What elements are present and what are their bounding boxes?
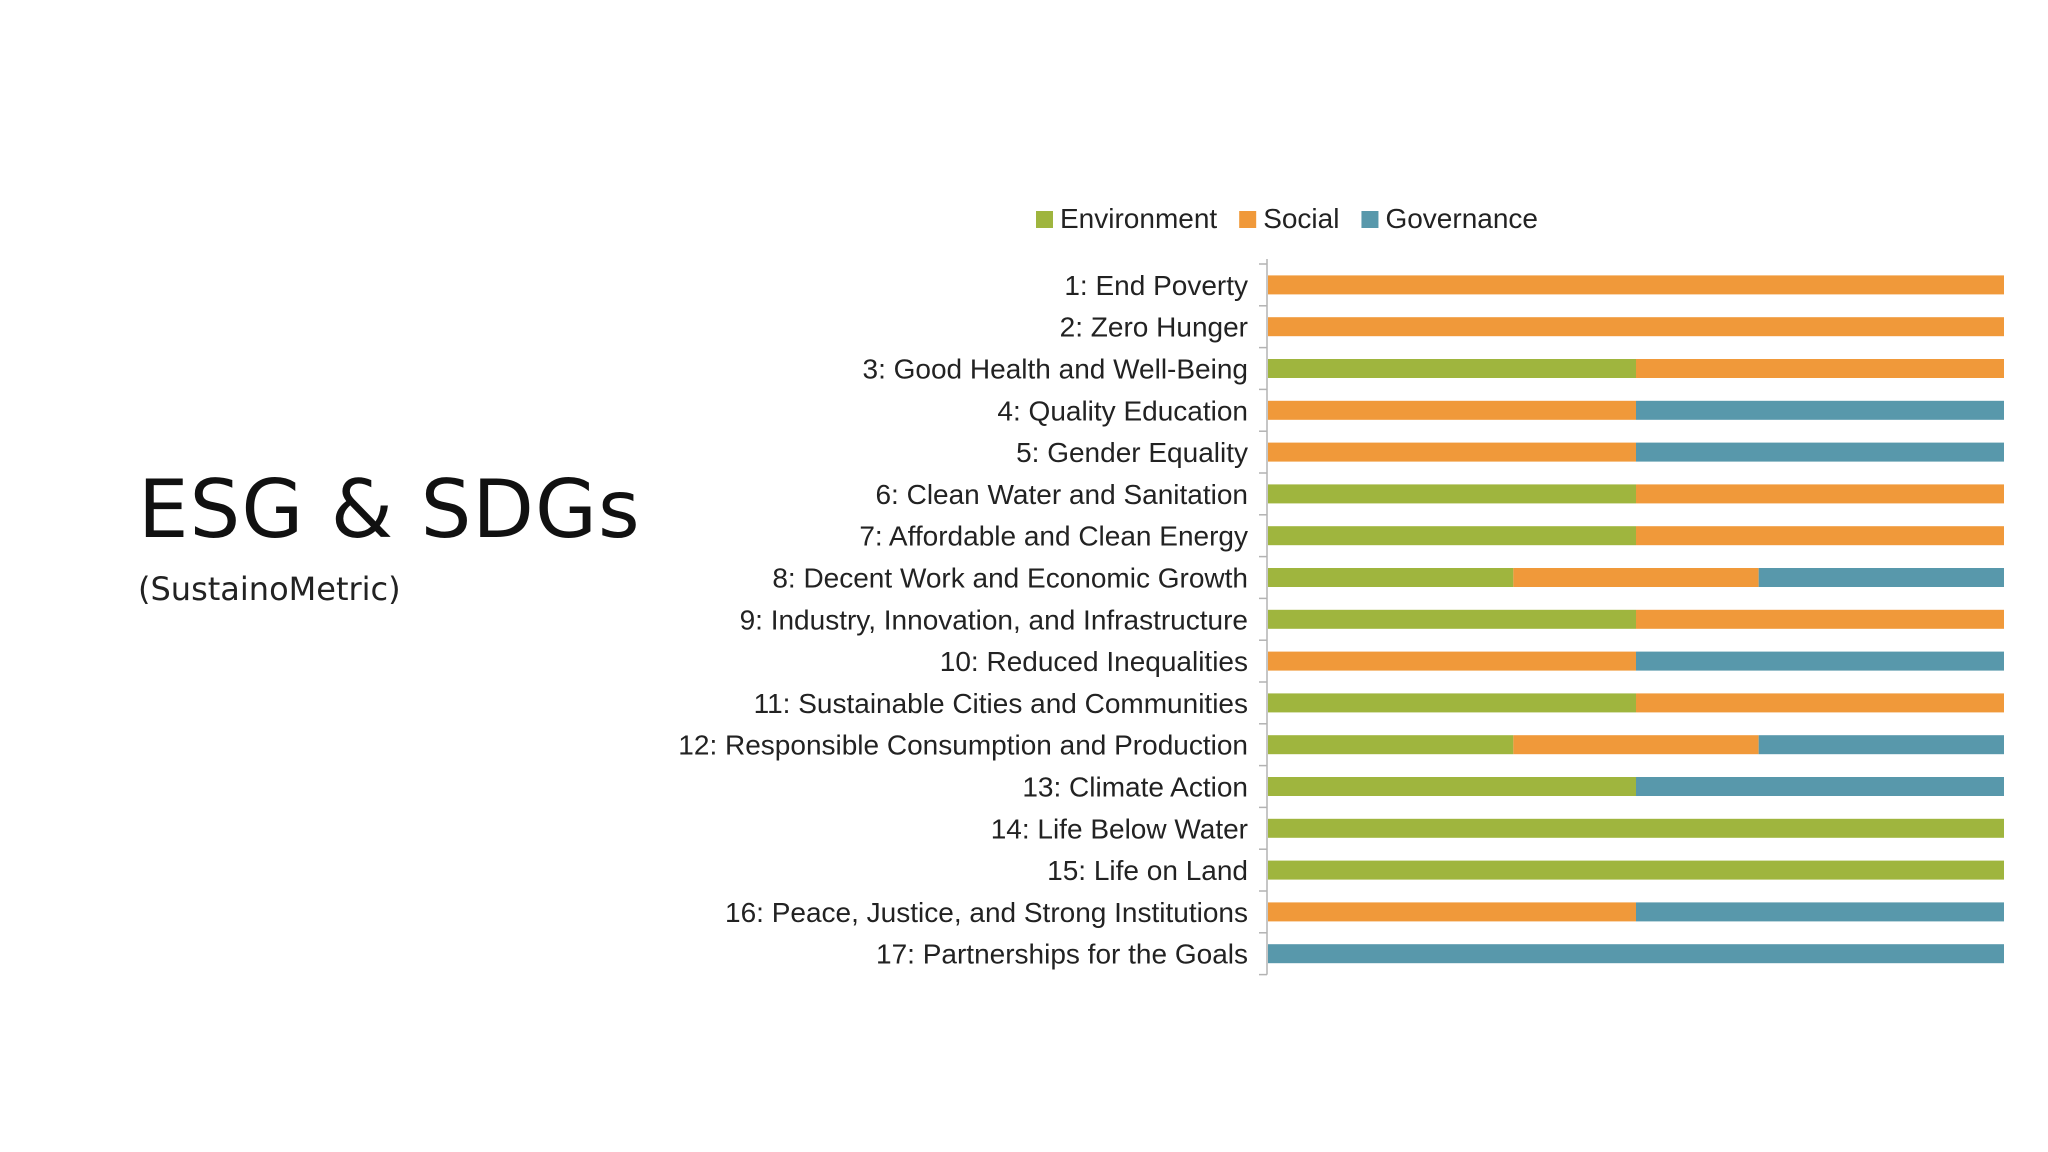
category-axis: 1: End Poverty 2: Zero Hunger 3: Good Heal… [678,259,1268,976]
tick-label-6-clean-water-and-sanitation: 6: Clean Water and Sanitation [875,479,1248,510]
tick-label-4-quality-education: 4: Quality Education [997,395,1248,426]
bar-environment-8 [1268,568,1514,587]
bar-governance-4 [1636,400,2004,420]
bar-social-7 [1636,526,2004,546]
slide-title: ESG & SDGs [138,463,641,556]
bar-environment-13 [1268,777,1636,796]
bar-area [1268,275,2004,964]
bar-environment-14 [1268,818,2004,838]
bar-governance-5 [1636,442,2004,462]
bar-social-12 [1513,735,1759,755]
tick-label-10-reduced-inequalities: 10: Reduced Inequalities [940,646,1248,677]
legend-label-social: Social [1263,203,1339,234]
tick-label-8-decent-work-and-economic-growth: 8: Decent Work and Economic Growth [772,563,1248,594]
legend-swatch-governance [1361,211,1379,228]
bar-governance-12 [1758,735,2004,755]
bar-governance-16 [1636,902,2004,922]
legend-swatch-social [1239,211,1257,228]
bar-social-6 [1636,484,2004,504]
bar-social-5 [1268,442,1636,462]
bar-environment-15 [1268,860,2004,880]
tick-label-16-peace-justice-and-strong-institutions: 16: Peace, Justice, and Strong Instituti… [725,897,1248,928]
tick-label-11-sustainable-cities-and-communities: 11: Sustainable Cities and Communities [754,688,1248,719]
tick-label-15-life-on-land: 15: Life on Land [1047,855,1248,886]
bar-environment-3 [1268,359,1636,378]
tick-label-2-zero-hunger: 2: Zero Hunger [1060,312,1248,343]
chart-legend: Environment Social Governance [1036,203,1538,234]
bar-environment-9 [1268,609,1636,629]
tick-label-14-life-below-water: 14: Life Below Water [991,813,1248,844]
bar-social-3 [1636,359,2004,378]
bar-environment-7 [1268,526,1636,546]
bar-social-16 [1268,902,1636,922]
bar-governance-17 [1268,944,2004,964]
bar-environment-12 [1268,735,1514,755]
bar-environment-6 [1268,484,1636,504]
legend-label-governance: Governance [1385,203,1538,234]
bar-social-11 [1636,693,2004,713]
bar-social-10 [1268,651,1636,671]
legend-swatch-environment [1036,211,1053,228]
tick-label-9-industry-innovation-and-infrastructure: 9: Industry, Innovation, and Infrastruct… [740,604,1248,635]
slide-subtitle: (SustainoMetric) [138,570,401,608]
bar-social-2 [1268,317,2004,337]
tick-label-7-affordable-and-clean-energy: 7: Affordable and Clean Energy [859,521,1248,552]
tick-label-13-climate-action: 13: Climate Action [1022,772,1248,803]
bar-governance-8 [1758,568,2004,587]
bar-governance-13 [1636,777,2004,796]
bar-social-4 [1268,400,1636,420]
bar-environment-11 [1268,693,1636,713]
tick-label-17-partnerships-for-the-goals: 17: Partnerships for the Goals [876,939,1248,970]
legend-label-environment: Environment [1060,203,1217,234]
tick-label-5-gender-equality: 5: Gender Equality [1016,437,1248,468]
bar-social-8 [1513,568,1759,587]
bar-governance-10 [1636,651,2004,671]
bar-social-1 [1268,275,2004,295]
bar-social-9 [1636,609,2004,629]
tick-label-12-responsible-consumption-and-production: 12: Responsible Consumption and Producti… [678,730,1248,761]
tick-label-1-end-poverty: 1: End Poverty [1064,270,1248,301]
tick-label-3-good-health-and-well-being: 3: Good Health and Well-Being [863,354,1249,385]
